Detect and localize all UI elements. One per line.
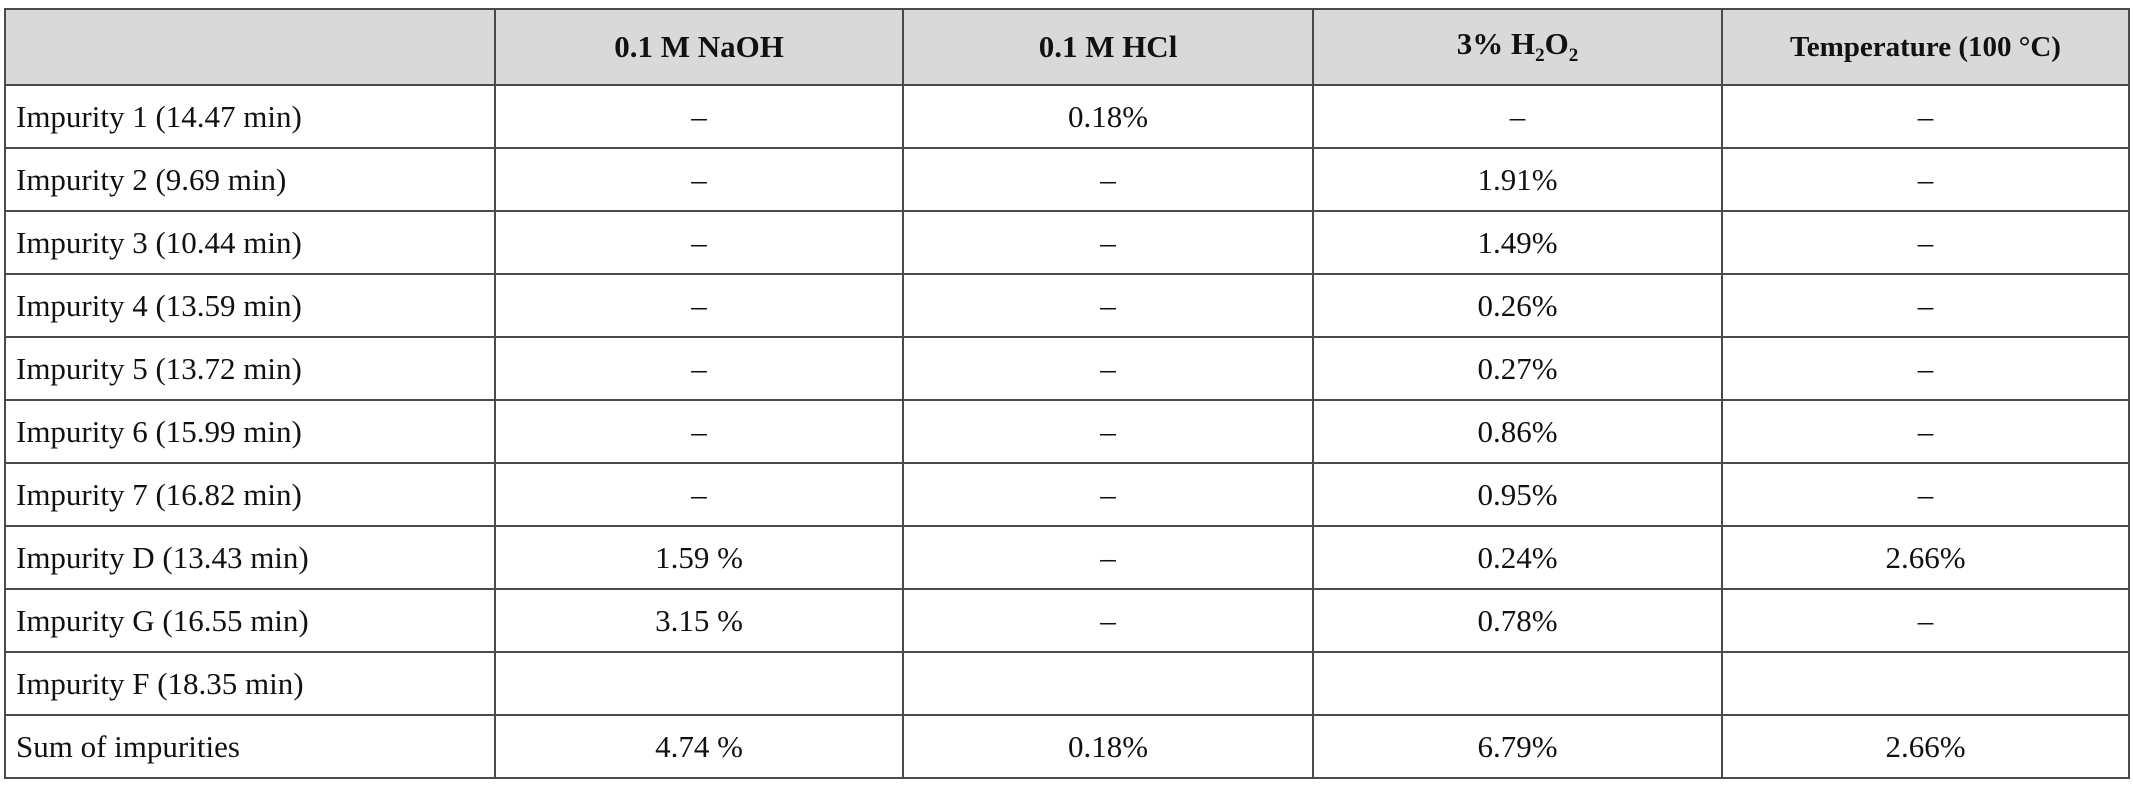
table-row: Impurity F (18.35 min) [4,651,2130,716]
cell: – [1721,462,2130,527]
cell: 0.18% [902,84,1314,149]
cell: – [1721,210,2130,275]
table-row: Impurity 5 (13.72 min) – –0.27% – [4,336,2130,401]
cell: – [902,210,1314,275]
header-cell: 3% H2O2 [1312,8,1723,86]
cell: 0.86% [1312,399,1723,464]
table-row: Impurity D (13.43 min) 1.59 % –0.24% 2.66% [4,525,2130,590]
cell: 0.95% [1312,462,1723,527]
cell: 3.15 % [494,588,904,653]
impurity-table: 0.1 M NaOH 0.1 M HCl 3% H2O2 Temperature (1… [4,8,2130,779]
table-row: Sum of impurities 4.74 % 0.18% 6.79% 2.66% [4,714,2130,779]
cell: – [494,273,904,338]
header-row: 0.1 M NaOH 0.1 M HCl 3% H2O2 Temperature (1… [4,8,2130,86]
cell: 0.18% [902,714,1314,779]
cell: – [1312,84,1723,149]
table-row: Impurity 2 (9.69 min) – –1.91% – [4,147,2130,212]
cell: – [494,336,904,401]
cell: – [494,399,904,464]
cell: 0.27% [1312,336,1723,401]
cell: – [902,399,1314,464]
row-label: Impurity 2 (9.69 min) [4,147,496,212]
header-text: 3% H [1456,26,1536,62]
cell: – [902,588,1314,653]
cell: 4.74 % [494,714,904,779]
cell [902,651,1314,716]
cell: 2.66% [1721,525,2130,590]
cell [494,651,904,716]
cell: – [1721,84,2130,149]
header-cell: 0.1 M NaOH [494,8,904,86]
row-label: Impurity 3 (10.44 min) [4,210,496,275]
table-row: Impurity 3 (10.44 min) – –1.49% – [4,210,2130,275]
row-label: Impurity G (16.55 min) [4,588,496,653]
cell: 0.24% [1312,525,1723,590]
subscript: 2 [1535,45,1545,67]
cell: – [1721,399,2130,464]
row-label: Impurity 1 (14.47 min) [4,84,496,149]
header-text: O [1544,26,1569,62]
row-label: Impurity 4 (13.59 min) [4,273,496,338]
cell: 2.66% [1721,714,2130,779]
cell: 1.91% [1312,147,1723,212]
table-body: Impurity 1 (14.47 min) –0.18% – – Impurity 2… [4,84,2130,779]
cell: – [494,84,904,149]
cell: 0.78% [1312,588,1723,653]
cell: – [902,273,1314,338]
cell: – [1721,147,2130,212]
table-row: Impurity 7 (16.82 min) – –0.95% – [4,462,2130,527]
row-label: Impurity D (13.43 min) [4,525,496,590]
row-label: Impurity F (18.35 min) [4,651,496,716]
cell [1721,651,2130,716]
cell: 1.49% [1312,210,1723,275]
cell: – [902,147,1314,212]
cell: – [902,525,1314,590]
cell: – [494,147,904,212]
row-label: Sum of impurities [4,714,496,779]
cell: – [494,210,904,275]
row-label: Impurity 6 (15.99 min) [4,399,496,464]
cell: 1.59 % [494,525,904,590]
subscript: 2 [1568,45,1579,67]
row-label: Impurity 7 (16.82 min) [4,462,496,527]
header-cell [4,8,496,86]
table-row: Impurity 1 (14.47 min) –0.18% – – [4,84,2130,149]
cell: – [1721,336,2130,401]
cell: 0.26% [1312,273,1723,338]
cell: – [902,336,1314,401]
cell: – [1721,273,2130,338]
header-cell: 0.1 M HCl [902,8,1314,86]
cell: – [494,462,904,527]
cell: – [1721,588,2130,653]
table-row: Impurity G (16.55 min) 3.15 % –0.78% – [4,588,2130,653]
table-row: Impurity 6 (15.99 min) – –0.86% – [4,399,2130,464]
header-cell: Temperature (100 °C) [1721,8,2130,86]
cell [1312,651,1723,716]
row-label: Impurity 5 (13.72 min) [4,336,496,401]
table-row: Impurity 4 (13.59 min) – –0.26% – [4,273,2130,338]
cell: 6.79% [1312,714,1723,779]
cell: – [902,462,1314,527]
